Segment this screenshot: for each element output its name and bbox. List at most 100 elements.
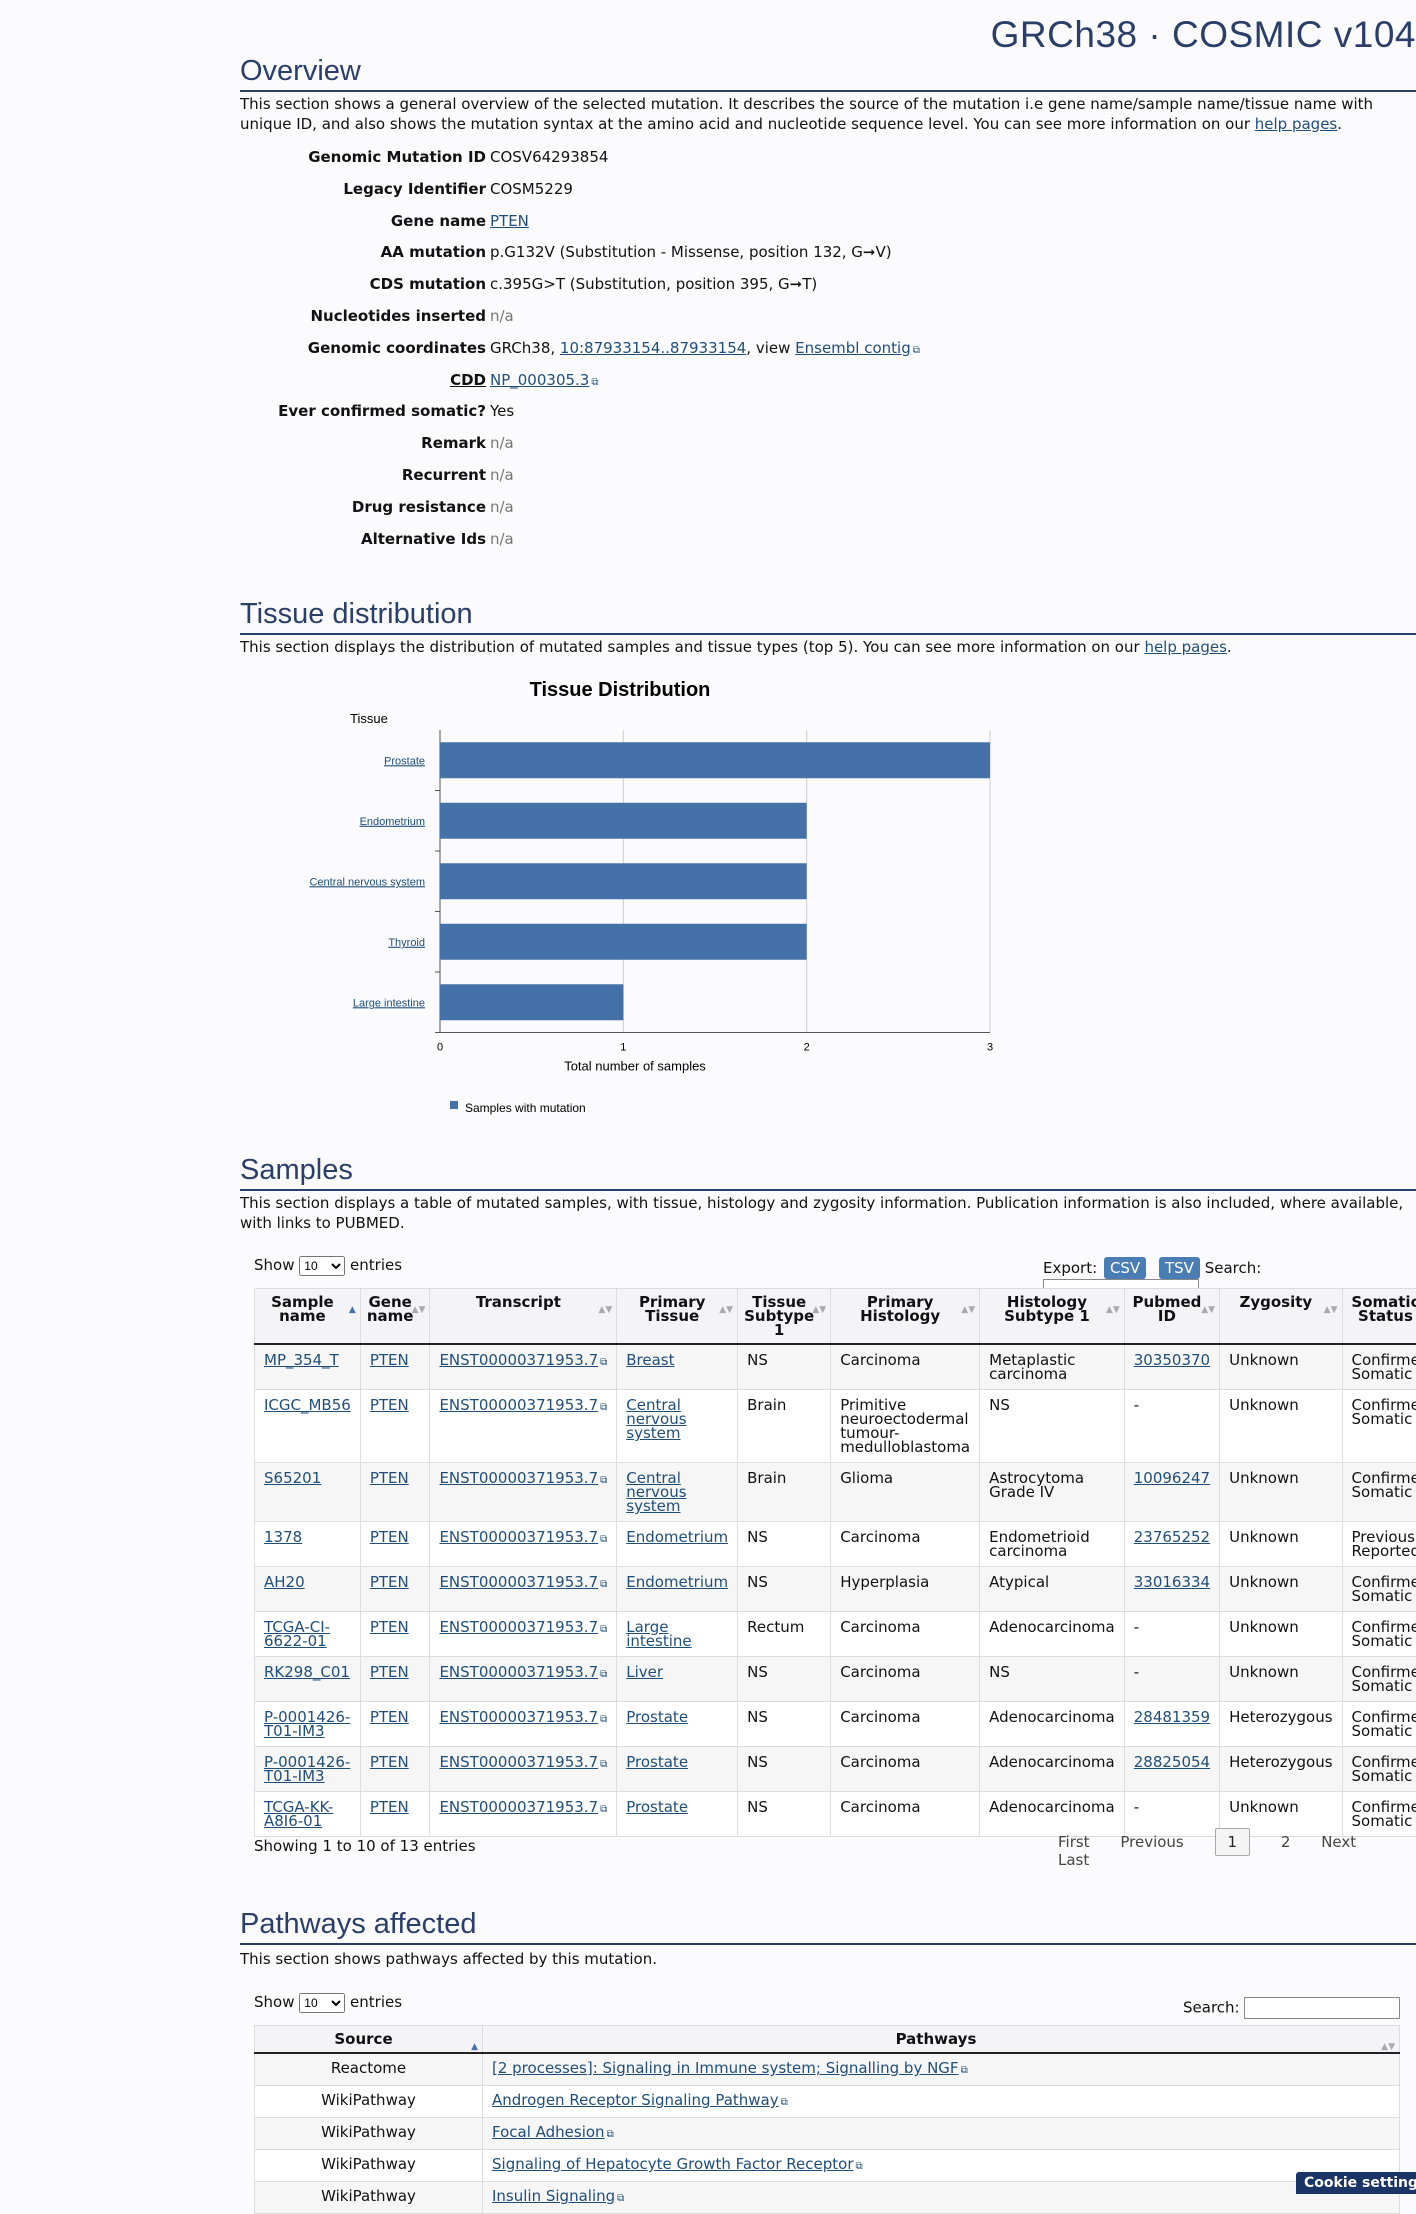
column-header[interactable]: Pubmed ID▲▼ xyxy=(1124,1289,1219,1345)
cell-link[interactable]: TCGA-CI-6622-01 xyxy=(264,1618,330,1650)
samples-description: This section displays a table of mutated… xyxy=(240,1193,1412,1233)
pager-first[interactable]: First xyxy=(1058,1833,1090,1851)
cell-text: Previously Reported xyxy=(1352,1528,1416,1560)
cell-link[interactable]: Central nervous system xyxy=(626,1396,686,1442)
tissue-heading: Tissue distribution xyxy=(240,597,1416,635)
cell-link[interactable]: RK298_C01 xyxy=(264,1663,350,1681)
category-link[interactable]: Central nervous system xyxy=(309,876,425,888)
csv-export-button[interactable]: CSV xyxy=(1104,1257,1146,1279)
genomic-coordinates-link[interactable]: 10:87933154..87933154 xyxy=(560,339,746,357)
cell-link[interactable]: ENST00000371953.7 xyxy=(439,1573,598,1591)
overview-help-link[interactable]: help pages xyxy=(1255,115,1337,133)
table-cell: Astrocytoma Grade IV xyxy=(980,1463,1125,1522)
cell-link[interactable]: PTEN xyxy=(370,1573,409,1591)
cell-link[interactable]: PTEN xyxy=(370,1753,409,1771)
cell-link[interactable]: ENST00000371953.7 xyxy=(439,1663,598,1681)
cell-link[interactable]: P-0001426-T01-IM3 xyxy=(264,1708,350,1740)
cell-link[interactable]: ENST00000371953.7 xyxy=(439,1351,598,1369)
pathway-link[interactable]: Androgen Receptor Signaling Pathway xyxy=(492,2091,779,2109)
cell-link[interactable]: 28825054 xyxy=(1134,1753,1210,1771)
cell-link[interactable]: ICGC_MB56 xyxy=(264,1396,351,1414)
cell-link[interactable]: PTEN xyxy=(370,1798,409,1816)
column-header[interactable]: Tissue Subtype 1▲▼ xyxy=(738,1289,831,1345)
cell-link[interactable]: 23765252 xyxy=(1134,1528,1210,1546)
external-link-icon: ⧉ xyxy=(961,2065,968,2076)
cell-link[interactable]: MP_354_T xyxy=(264,1351,339,1369)
pathways-length-select[interactable]: 10 xyxy=(299,1993,345,2013)
cell-link[interactable]: PTEN xyxy=(370,1528,409,1546)
category-link[interactable]: Endometrium xyxy=(360,816,425,828)
pager-next[interactable]: Next xyxy=(1321,1833,1356,1851)
pathway-link[interactable]: Signaling of Hepatocyte Growth Factor Re… xyxy=(492,2155,854,2173)
cell-link[interactable]: S65201 xyxy=(264,1469,321,1487)
cell-link[interactable]: Prostate xyxy=(626,1798,688,1816)
column-header[interactable]: Zygosity▲▼ xyxy=(1220,1289,1342,1345)
column-header[interactable]: Transcript▲▼ xyxy=(430,1289,617,1345)
column-header[interactable]: Gene name▲▼ xyxy=(360,1289,430,1345)
column-header[interactable]: Sample name▲ xyxy=(255,1289,361,1345)
gene-link[interactable]: PTEN xyxy=(490,212,529,230)
cell-link[interactable]: ENST00000371953.7 xyxy=(439,1708,598,1726)
cell-link[interactable]: PTEN xyxy=(370,1396,409,1414)
cell-link[interactable]: Large intestine xyxy=(626,1618,691,1650)
cell-link[interactable]: PTEN xyxy=(370,1663,409,1681)
sort-icon: ▲▼ xyxy=(598,1303,612,1317)
cookie-settings-button[interactable]: Cookie settings xyxy=(1296,2172,1416,2194)
column-header[interactable]: Primary Tissue▲▼ xyxy=(617,1289,738,1345)
pathway-link[interactable]: [2 processes]: Signaling in Immune syste… xyxy=(492,2059,959,2077)
category-link[interactable]: Thyroid xyxy=(388,937,425,949)
cdd-link[interactable]: NP_000305.3 xyxy=(490,371,589,389)
cell-link[interactable]: 30350370 xyxy=(1134,1351,1210,1369)
samples-length-select[interactable]: 10 xyxy=(299,1256,345,1276)
table-cell: Brain xyxy=(738,1390,831,1463)
cell-link[interactable]: Central nervous system xyxy=(626,1469,686,1515)
cell-link[interactable]: PTEN xyxy=(370,1351,409,1369)
pathways-search-input[interactable] xyxy=(1244,1997,1400,2019)
category-link[interactable]: Large intestine xyxy=(353,997,425,1009)
cell-link[interactable]: PTEN xyxy=(370,1708,409,1726)
tsv-export-button[interactable]: TSV xyxy=(1159,1257,1200,1279)
column-header[interactable]: Primary Histology▲▼ xyxy=(831,1289,980,1345)
cell-link[interactable]: PTEN xyxy=(370,1618,409,1636)
cell-link[interactable]: Prostate xyxy=(626,1708,688,1726)
ensembl-contig-link[interactable]: Ensembl contig xyxy=(795,339,911,357)
cell-link[interactable]: ENST00000371953.7 xyxy=(439,1798,598,1816)
field-label: AA mutation xyxy=(381,243,486,261)
cell-link[interactable]: 33016334 xyxy=(1134,1573,1210,1591)
cell-link[interactable]: 10096247 xyxy=(1134,1469,1210,1487)
pager-page-2[interactable]: 2 xyxy=(1281,1833,1291,1851)
cell-link[interactable]: Prostate xyxy=(626,1753,688,1771)
pager-page-1[interactable]: 1 xyxy=(1215,1828,1251,1856)
pager-previous[interactable]: Previous xyxy=(1120,1833,1183,1851)
overview-row: Ever confirmed somatic?Yes xyxy=(240,402,1410,432)
cell-link[interactable]: Breast xyxy=(626,1351,674,1369)
cell-link[interactable]: ENST00000371953.7 xyxy=(439,1396,598,1414)
cell-link[interactable]: Endometrium xyxy=(626,1573,728,1591)
cell-link[interactable]: ENST00000371953.7 xyxy=(439,1618,598,1636)
pager-last[interactable]: Last xyxy=(1058,1851,1089,1869)
field-label: Gene name xyxy=(391,212,486,230)
column-header[interactable]: Somatic Status▲▼ xyxy=(1342,1289,1416,1345)
cell-link[interactable]: 1378 xyxy=(264,1528,302,1546)
pathway-link[interactable]: Insulin Signaling xyxy=(492,2187,615,2205)
cell-link[interactable]: ENST00000371953.7 xyxy=(439,1469,598,1487)
column-header[interactable]: Histology Subtype 1▲▼ xyxy=(980,1289,1125,1345)
cell-link[interactable]: PTEN xyxy=(370,1469,409,1487)
table-cell: Carcinoma xyxy=(831,1747,980,1792)
tissue-help-link[interactable]: help pages xyxy=(1144,638,1226,656)
col-source[interactable]: Source▲ xyxy=(255,2026,483,2054)
col-pathways[interactable]: Pathways▲▼ xyxy=(483,2026,1400,2054)
cell-link[interactable]: AH20 xyxy=(264,1573,305,1591)
entries-label: entries xyxy=(350,1256,402,1274)
cell-link[interactable]: ENST00000371953.7 xyxy=(439,1528,598,1546)
cell-link[interactable]: Endometrium xyxy=(626,1528,728,1546)
cell-link[interactable]: TCGA-KK-A8I6-01 xyxy=(264,1798,333,1830)
cell-text: Endometrioid carcinoma xyxy=(989,1528,1090,1560)
cell-link[interactable]: 28481359 xyxy=(1134,1708,1210,1726)
cell-link[interactable]: ENST00000371953.7 xyxy=(439,1753,598,1771)
cell-link[interactable]: P-0001426-T01-IM3 xyxy=(264,1753,350,1785)
category-link[interactable]: Prostate xyxy=(384,755,425,767)
cell-link[interactable]: Liver xyxy=(626,1663,663,1681)
pathway-link[interactable]: Focal Adhesion xyxy=(492,2123,605,2141)
value-text: n/a xyxy=(490,307,514,325)
